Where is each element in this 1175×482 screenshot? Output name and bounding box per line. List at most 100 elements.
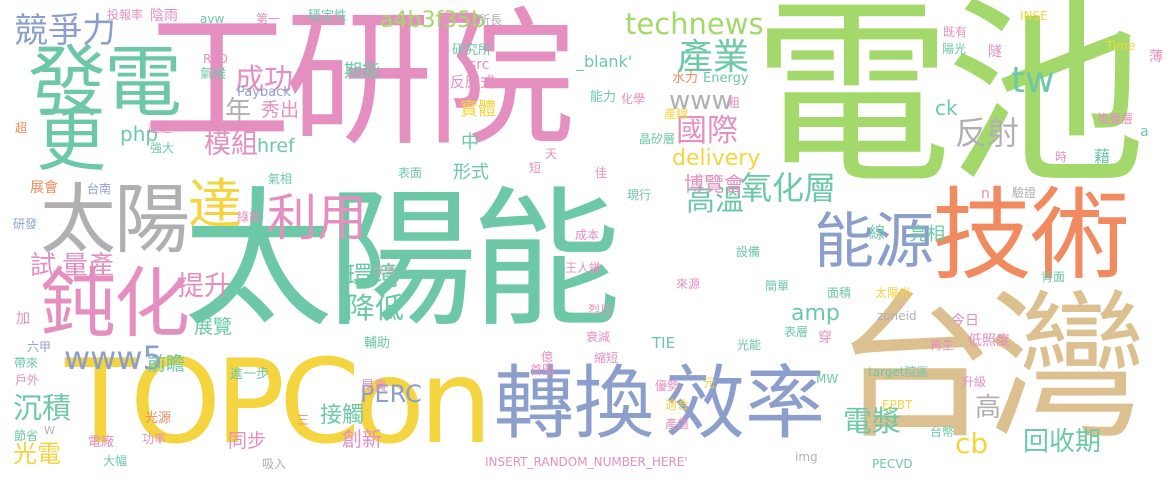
word-avw: avw xyxy=(200,12,225,26)
word-元: 元 xyxy=(703,376,716,390)
word-大幅: 大幅 xyxy=(103,454,128,468)
word-第一: 第一 xyxy=(256,12,281,26)
word-TOPCon: TOPCon xyxy=(65,335,493,470)
word-php: php xyxy=(120,122,159,146)
word-高: 高 xyxy=(975,393,1002,423)
word-升級: 升級 xyxy=(962,375,987,389)
word-綠能: 綠能 xyxy=(237,210,262,224)
word-低照度: 低照度 xyxy=(968,333,1010,349)
word-加: 加 xyxy=(16,311,30,327)
word-amp: amp xyxy=(791,301,840,326)
word-競爭力: 競爭力 xyxy=(14,11,116,51)
word-烈日: 烈日 xyxy=(588,303,613,317)
word-設備: 設備 xyxy=(736,245,761,259)
word-鈍化: 鈍化 xyxy=(40,259,190,348)
word-超越: 超越 xyxy=(148,121,173,135)
word-電廠: 電廠 xyxy=(88,435,115,450)
word-zoneid: zoneid xyxy=(877,309,917,323)
word-達: 達 xyxy=(188,173,242,236)
word-天: 天 xyxy=(545,147,558,161)
word-光電: 光電 xyxy=(13,440,61,468)
word-年: 年 xyxy=(225,96,252,126)
word-INSE: INSE xyxy=(1020,9,1048,23)
word-堆疊層: 堆疊層 xyxy=(1097,112,1134,126)
word-簡單: 簡單 xyxy=(765,279,790,293)
word-晶矽層: 晶矽層 xyxy=(639,132,676,146)
word-台南: 台南 xyxy=(87,182,112,196)
word-回收期: 回收期 xyxy=(1023,427,1102,457)
word-同步: 同步 xyxy=(228,430,267,452)
word-穩定性: 穩定性 xyxy=(308,9,348,24)
word-功率: 功率 xyxy=(142,432,167,446)
word-國際: 國際 xyxy=(676,113,738,149)
word-佳: 佳 xyxy=(595,166,608,180)
word-降低: 降低 xyxy=(346,291,405,325)
word-進一步: 進一步 xyxy=(230,367,270,382)
word-台幣: 台幣 xyxy=(930,425,955,439)
word-實體: 實體 xyxy=(460,99,496,120)
word-吸入: 吸入 xyxy=(262,457,287,471)
word-能源: 能源 xyxy=(814,207,934,277)
word-img: img xyxy=(795,450,818,464)
word-投報率: 投報率 xyxy=(107,8,144,22)
word-輔助: 輔助 xyxy=(364,336,391,351)
word-六甲: 六甲 xyxy=(27,340,52,354)
word-能力: 能力 xyxy=(590,90,617,105)
word-高溫: 高溫 xyxy=(686,183,745,217)
word-衰減: 衰減 xyxy=(586,330,611,344)
word-驗證: 驗證 xyxy=(1012,186,1037,200)
word-接觸: 接觸 xyxy=(320,403,365,428)
word-delivery: delivery xyxy=(672,146,761,171)
word-超: 超 xyxy=(15,121,28,135)
word-適合: 適合 xyxy=(665,398,690,412)
word-今日: 今日 xyxy=(951,313,979,329)
word-氣候: 氣候 xyxy=(200,67,227,82)
word-面積: 面積 xyxy=(827,286,852,300)
word-試: 試 xyxy=(30,251,57,281)
word-沉積: 沉積 xyxy=(13,391,72,425)
word-電漿: 電漿 xyxy=(843,404,902,438)
word-產線: 產線 xyxy=(664,107,689,121)
word-薄: 薄 xyxy=(1149,49,1163,65)
word-縮短: 縮短 xyxy=(594,351,619,365)
word-發電: 發電 xyxy=(28,38,182,128)
word-Energy: Energy xyxy=(703,71,749,86)
word-RPD: RPD xyxy=(203,52,228,66)
word-n: n xyxy=(981,186,990,202)
word-更: 更 xyxy=(36,99,106,181)
word-Time: Time xyxy=(1106,39,1136,53)
word-Payback: Payback xyxy=(237,85,291,100)
word-展覽: 展覽 xyxy=(194,316,233,338)
word-中: 中 xyxy=(461,132,479,153)
word-環境: 環境 xyxy=(346,262,399,292)
word-博覽會: 博覽會 xyxy=(684,172,744,196)
word-改善: 改善 xyxy=(372,263,397,277)
word-TIE: TIE xyxy=(652,334,676,352)
word-a4b3f35b: a4b3f35b xyxy=(380,8,486,33)
word-展會: 展會 xyxy=(30,180,58,196)
word-三: 三 xyxy=(297,413,310,427)
word-tw: tw xyxy=(1011,60,1055,101)
word-效率: 效率 xyxy=(665,357,825,450)
word-再生: 再生 xyxy=(930,338,955,352)
word-現行: 現行 xyxy=(627,188,652,202)
word-既有: 既有 xyxy=(943,25,968,39)
word-形式: 形式 xyxy=(453,162,489,183)
word-產業: 產業 xyxy=(677,37,750,78)
word-背面: 背面 xyxy=(1041,270,1066,284)
word-cb: cb xyxy=(955,427,989,460)
word-藉: 藉 xyxy=(1094,147,1111,166)
word-INSERT_RANDOM_NUMBER_HERE: INSERT_RANDOM_NUMBER_HERE' xyxy=(485,455,688,469)
word-光能: 光能 xyxy=(737,338,762,352)
word-target院區: target院區 xyxy=(868,365,929,379)
word-強大: 強大 xyxy=(150,141,175,155)
word-a: a xyxy=(1140,124,1149,140)
word-_blank: _blank' xyxy=(576,52,633,71)
word-src: src xyxy=(469,57,490,73)
word-PECVD: PECVD xyxy=(872,457,913,471)
word-穿: 穿 xyxy=(818,330,832,346)
word-太陽能: 太陽能 xyxy=(183,174,621,348)
word-氧化層: 氧化層 xyxy=(740,169,837,207)
word-利用: 利用 xyxy=(267,189,367,247)
